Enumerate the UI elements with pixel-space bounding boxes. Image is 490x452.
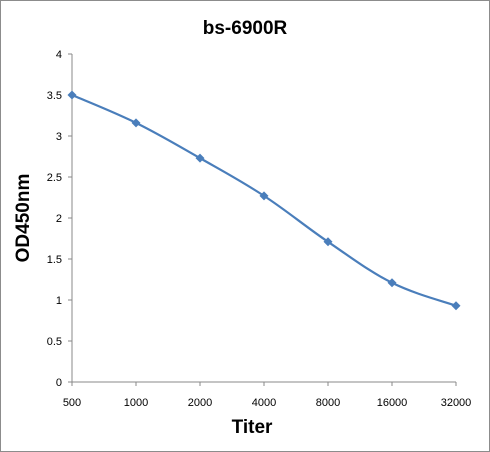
- data-point-marker: [131, 118, 141, 128]
- axes: [71, 54, 456, 383]
- y-tick-label: 1.5: [47, 254, 62, 266]
- y-tick-label: 2: [56, 213, 62, 225]
- x-axis-title: Titer: [232, 417, 273, 438]
- data-point-marker: [451, 301, 461, 311]
- data-point-marker: [67, 90, 77, 100]
- y-tick-label: 1: [56, 295, 62, 307]
- series-group: [67, 90, 461, 311]
- x-tick-label: 32000: [441, 397, 472, 409]
- y-tick-label: 0.5: [47, 336, 62, 348]
- x-tick-labels: 500 1000 2000 4000 8000 16000 32000: [63, 382, 471, 409]
- y-tick-label: 3: [56, 131, 62, 143]
- y-axis-title: OD450nm: [13, 174, 34, 263]
- x-tick-label: 8000: [316, 397, 340, 409]
- data-point-marker: [387, 278, 397, 288]
- x-tick-label: 16000: [377, 397, 408, 409]
- y-tick-label: 0: [56, 377, 62, 389]
- x-tick-label: 2000: [188, 397, 212, 409]
- y-tick-label: 4: [56, 49, 62, 61]
- x-tick-label: 500: [63, 397, 81, 409]
- x-tick-label: 4000: [252, 397, 276, 409]
- data-point-marker: [323, 237, 333, 247]
- x-tick-label: 1000: [124, 397, 148, 409]
- y-tick-label: 3.5: [47, 90, 62, 102]
- y-tick-label: 2.5: [47, 172, 62, 184]
- series-line: [71, 93, 457, 307]
- data-point-marker: [259, 191, 269, 201]
- data-point-marker: [195, 153, 205, 163]
- chart-title: bs-6900R: [203, 18, 288, 39]
- y-tick-labels: 0 0.5 1 1.5 2 2.5 3 3.5 4: [47, 49, 72, 389]
